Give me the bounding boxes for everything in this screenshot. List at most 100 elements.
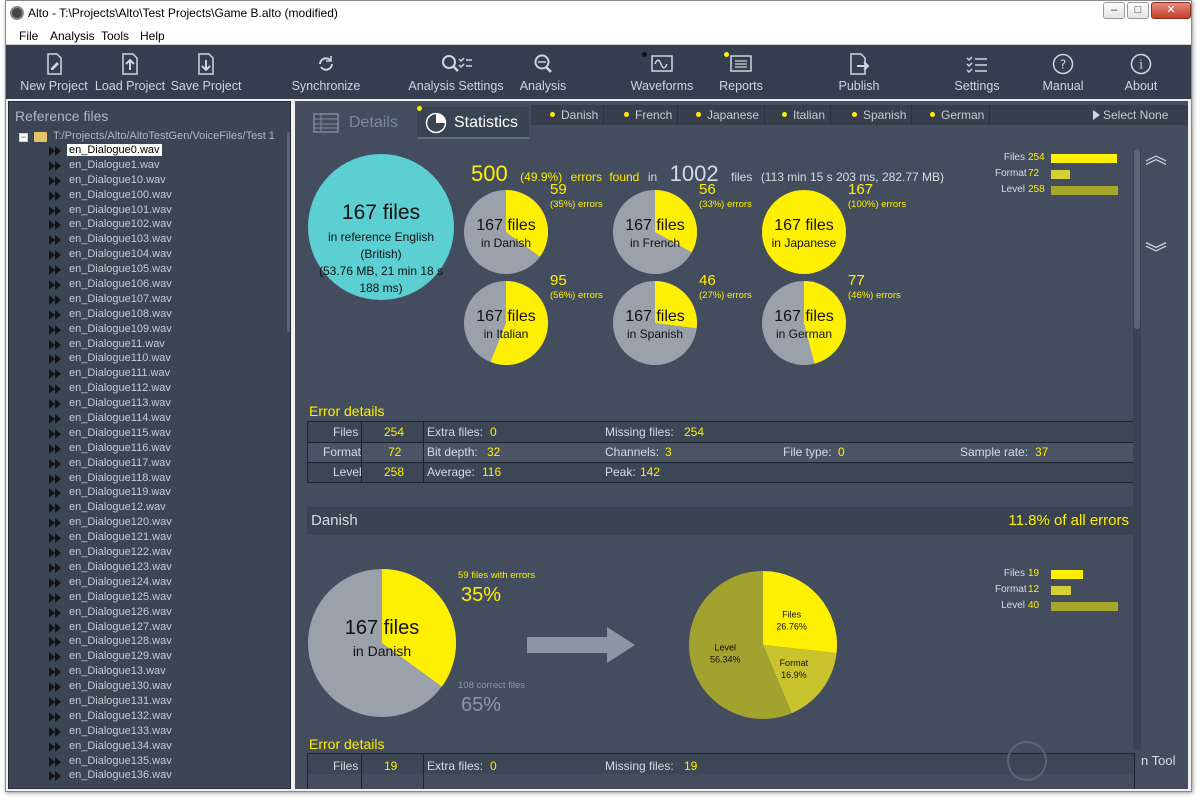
file-list-item[interactable]: en_Dialogue124.wav: [47, 576, 277, 591]
language-pie[interactable]: [612, 189, 698, 275]
tab-details[interactable]: Details: [309, 107, 419, 139]
manual-button[interactable]: ? Manual: [1038, 45, 1088, 99]
file-list-item[interactable]: en_Dialogue120.wav: [47, 516, 277, 531]
audio-file-icon: [47, 205, 63, 216]
language-pie-text: 167 files in Italian: [463, 308, 549, 341]
audio-file-icon: [47, 146, 63, 156]
breakdown-slice-label: Files: [782, 609, 802, 619]
close-button[interactable]: ✕: [1151, 2, 1191, 19]
file-list-item[interactable]: en_Dialogue121.wav: [47, 531, 277, 546]
file-list-item[interactable]: en_Dialogue129.wav: [47, 650, 277, 665]
file-list-item[interactable]: en_Dialogue102.wav: [47, 218, 277, 233]
file-name: en_Dialogue110.wav: [69, 352, 171, 365]
reference-pie-text: 167 files in reference English (British)…: [307, 201, 455, 295]
file-list-item[interactable]: en_Dialogue113.wav: [47, 397, 277, 412]
language-pie[interactable]: [761, 189, 847, 275]
analysis-settings-label: Analysis Settings: [408, 79, 504, 93]
file-list-item[interactable]: en_Dialogue116.wav: [47, 442, 277, 457]
file-list-item[interactable]: en_Dialogue136.wav: [47, 769, 277, 784]
file-list-item[interactable]: en_Dialogue10.wav: [47, 174, 277, 189]
scroll-to-top-icon[interactable]: ︽: [1145, 143, 1168, 168]
collapse-icon[interactable]: −: [19, 132, 28, 142]
reports-button[interactable]: Reports: [711, 45, 771, 99]
reference-files-count: 167 files: [341, 201, 421, 224]
minimize-button[interactable]: –: [1103, 2, 1125, 19]
new-project-button[interactable]: New Project: [14, 45, 94, 99]
scroll-to-bottom-icon[interactable]: ︾: [1145, 241, 1168, 266]
language-pie[interactable]: [463, 280, 549, 366]
file-list-item[interactable]: en_Dialogue13.wav: [47, 665, 277, 680]
folder-icon: [34, 132, 47, 142]
file-list-item[interactable]: en_Dialogue11.wav: [47, 338, 277, 353]
file-list-item[interactable]: en_Dialogue12.wav: [47, 501, 277, 516]
file-list-item[interactable]: en_Dialogue119.wav: [47, 486, 277, 501]
scrollbar-thumb[interactable]: [1134, 149, 1140, 329]
file-list-item[interactable]: en_Dialogue135.wav: [47, 755, 277, 770]
language-pie[interactable]: [612, 280, 698, 366]
menu-help[interactable]: Help: [140, 29, 165, 43]
audio-file-icon: [47, 473, 63, 484]
audio-file-icon: [47, 741, 63, 752]
tab-statistics[interactable]: Statistics: [417, 106, 529, 139]
file-list-item[interactable]: en_Dialogue134.wav: [47, 740, 277, 755]
file-list-item[interactable]: en_Dialogue115.wav: [47, 427, 277, 442]
file-list-item[interactable]: en_Dialogue109.wav: [47, 323, 277, 338]
file-list-item[interactable]: en_Dialogue1.wav: [47, 159, 277, 174]
load-project-button[interactable]: Load Project: [94, 45, 166, 99]
analysis-settings-button[interactable]: Analysis Settings: [404, 45, 508, 99]
file-list-item[interactable]: en_Dialogue128.wav: [47, 635, 277, 650]
waveforms-button[interactable]: Waveforms: [626, 45, 698, 99]
maximize-button[interactable]: □: [1127, 2, 1149, 19]
file-list-item[interactable]: en_Dialogue101.wav: [47, 204, 277, 219]
file-list: en_Dialogue0.wav en_Dialogue1.wav en_Dialo…: [47, 144, 277, 784]
file-list-item[interactable]: en_Dialogue125.wav: [47, 591, 277, 606]
file-list-item[interactable]: en_Dialogue133.wav: [47, 725, 277, 740]
file-list-item[interactable]: en_Dialogue0.wav: [47, 144, 277, 159]
file-list-item[interactable]: en_Dialogue117.wav: [47, 457, 277, 472]
error-details-table: Files 254 Extra files: 0 Missing files: …: [307, 421, 1135, 483]
analysis-button[interactable]: Analysis: [514, 45, 572, 99]
language-tab-danish[interactable]: Danish: [545, 105, 605, 125]
file-list-item[interactable]: en_Dialogue105.wav: [47, 263, 277, 278]
file-list-item[interactable]: en_Dialogue110.wav: [47, 352, 277, 367]
content-scrollbar[interactable]: [1133, 149, 1141, 749]
menu-file[interactable]: File: [19, 29, 39, 43]
file-list-item[interactable]: en_Dialogue114.wav: [47, 412, 277, 427]
language-tab-french[interactable]: French: [619, 105, 679, 125]
file-list-item[interactable]: en_Dialogue111.wav: [47, 367, 277, 382]
sidebar-scrollbar[interactable]: [287, 132, 290, 332]
language-pie[interactable]: [761, 280, 847, 366]
file-list-item[interactable]: en_Dialogue103.wav: [47, 233, 277, 248]
file-name: en_Dialogue134.wav: [69, 739, 172, 752]
file-list-item[interactable]: en_Dialogue122.wav: [47, 546, 277, 561]
language-tab-german[interactable]: German: [925, 105, 991, 125]
settings-button[interactable]: Settings: [952, 45, 1002, 99]
language-tab-japanese[interactable]: Japanese: [691, 105, 766, 125]
file-list-item[interactable]: en_Dialogue106.wav: [47, 278, 277, 293]
language-tab-spanish[interactable]: Spanish: [847, 105, 913, 125]
publish-button[interactable]: Publish: [836, 45, 882, 99]
about-button[interactable]: i About: [1116, 45, 1166, 99]
file-list-item[interactable]: en_Dialogue131.wav: [47, 695, 277, 710]
file-list-item[interactable]: en_Dialogue127.wav: [47, 621, 277, 636]
error-bar: [1051, 186, 1118, 195]
select-none-button[interactable]: Select None: [1103, 108, 1169, 122]
analysis-settings-icon: [442, 55, 472, 72]
menu-tools[interactable]: Tools: [101, 29, 130, 43]
file-list-item[interactable]: en_Dialogue108.wav: [47, 308, 277, 323]
file-list-item[interactable]: en_Dialogue112.wav: [47, 382, 277, 397]
file-list-item[interactable]: en_Dialogue130.wav: [47, 680, 277, 695]
file-list-item[interactable]: en_Dialogue107.wav: [47, 293, 277, 308]
save-project-button[interactable]: Save Project: [169, 45, 243, 99]
file-list-item[interactable]: en_Dialogue132.wav: [47, 710, 277, 725]
file-list-item[interactable]: en_Dialogue100.wav: [47, 189, 277, 204]
file-list-item[interactable]: en_Dialogue118.wav: [47, 472, 277, 487]
language-tab-italian[interactable]: Italian: [777, 105, 832, 125]
synchronize-button[interactable]: Synchronize: [288, 45, 364, 99]
language-pie[interactable]: [463, 189, 549, 275]
menu-analysis[interactable]: Analysis: [50, 29, 95, 43]
tabs-scroll-right-icon[interactable]: [1093, 110, 1100, 120]
file-list-item[interactable]: en_Dialogue123.wav: [47, 561, 277, 576]
file-list-item[interactable]: en_Dialogue104.wav: [47, 248, 277, 263]
file-list-item[interactable]: en_Dialogue126.wav: [47, 606, 277, 621]
